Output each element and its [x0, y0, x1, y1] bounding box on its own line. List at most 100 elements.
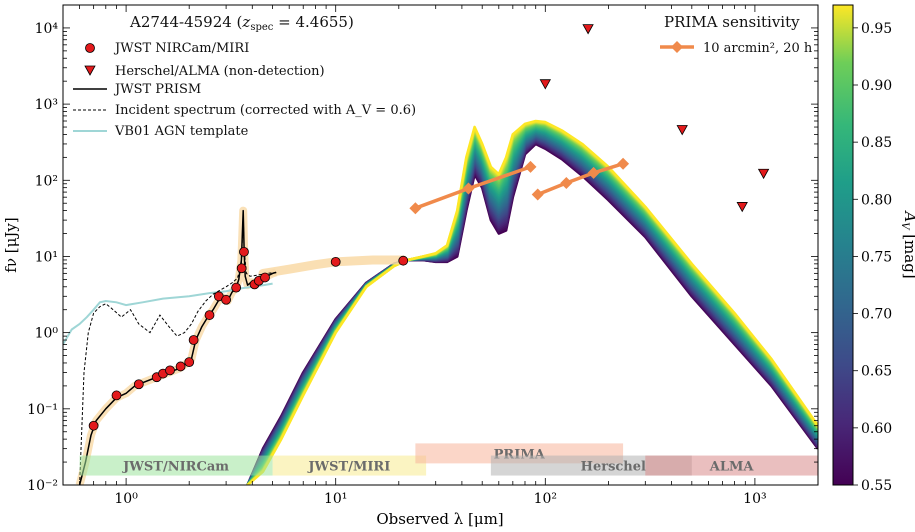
model-curve	[246, 123, 818, 485]
y-tick-label: 10⁰	[35, 326, 59, 342]
colorbar-tick-label: 0.55	[861, 478, 892, 494]
legend-upper-limit-marker	[84, 65, 96, 76]
prima-point	[462, 182, 475, 195]
prima-point	[524, 160, 537, 173]
x-tick-label: 10²	[534, 491, 557, 507]
legend-title: A2744-45924 (zspec = 4.4655)	[129, 13, 354, 33]
photometry-point	[188, 335, 199, 345]
axis-ticks: 10⁰ 10¹ 10² 10³ 10⁻² 10⁻¹ 10⁰ 10¹ 10² 10³ 10⁴	[27, 4, 819, 507]
prima-legend-label: 10 arcmin², 20 h	[703, 41, 813, 56]
legend-entry-prism: JWST PRISM	[113, 82, 201, 97]
photometry-point	[398, 255, 409, 266]
prima-line-2	[537, 162, 624, 197]
band-alma	[645, 455, 818, 476]
colorbar-tick-label: 0.60	[861, 421, 892, 437]
model-curve	[246, 123, 818, 485]
colorbar-tick-label: 0.70	[861, 307, 892, 323]
photometry-point	[111, 390, 122, 401]
photometry-point	[184, 357, 195, 368]
photometry-point	[204, 310, 215, 320]
legend-entry-incident: Incident spectrum (corrected with A_V = …	[115, 103, 416, 118]
upper-limit-point	[539, 79, 551, 90]
band-label-jwst-miri: JWST/MIRI	[307, 460, 390, 475]
prima-legend-diamond	[671, 41, 683, 53]
y-tick-label: 10³	[35, 97, 58, 113]
y-tick-label: 10⁻²	[27, 478, 58, 494]
photometry-point	[260, 272, 270, 283]
model-curve	[246, 124, 818, 485]
prima-point	[617, 157, 630, 170]
band-herschel	[490, 455, 692, 476]
colorbar-tick-label: 0.65	[861, 364, 892, 380]
model-curve	[246, 119, 818, 485]
model-curve	[246, 121, 818, 485]
prima-point	[560, 177, 573, 190]
model-curve	[246, 122, 818, 485]
photometry-point	[231, 282, 242, 293]
photometry-point	[330, 256, 341, 267]
model-curve	[246, 130, 818, 485]
photometry-point	[221, 294, 232, 305]
model-sed-curves	[246, 119, 818, 485]
photometry-point	[236, 263, 247, 274]
model-curve	[246, 125, 818, 485]
model-curve	[246, 121, 818, 485]
model-curve	[246, 125, 818, 485]
legend-title-spec: spec	[250, 22, 273, 33]
model-curve	[246, 126, 818, 485]
legend-entry-agn: VB01 AGN template	[114, 124, 249, 139]
legend-title-z: z	[241, 13, 250, 31]
bridge-band	[258, 255, 408, 278]
photometry-point	[165, 365, 175, 376]
y-tick-label: 10⁻¹	[27, 402, 58, 418]
x-tick-label: 10¹	[324, 491, 347, 507]
prima-sensitivity	[409, 157, 630, 215]
upper-limit-point	[582, 24, 594, 35]
x-tick-label: 10⁰	[114, 491, 138, 507]
y-tick-label: 10¹	[35, 249, 58, 265]
legend-title-name: A2744-45924 (	[129, 13, 242, 31]
model-curve	[246, 129, 818, 485]
colorbar-tick-label: 0.85	[861, 135, 892, 151]
bridge-band-line	[258, 255, 408, 278]
photometry-point	[239, 246, 249, 257]
model-curve	[246, 120, 818, 485]
colorbar-label-a: A	[901, 209, 915, 222]
upper-limit-point	[736, 202, 748, 213]
legend-entry-upper-limits: Herschel/ALMA (non-detection)	[115, 64, 325, 79]
band-label-jwst-nircam: JWST/NIRCam	[122, 460, 229, 475]
prima-legend: PRIMA sensitivity 10 arcmin², 20 h	[660, 13, 813, 56]
y-axis-title: fν [μJy]	[2, 217, 20, 272]
plot-frame	[62, 4, 819, 486]
photometry-point	[133, 379, 144, 390]
colorbar-tick-label: 0.80	[861, 192, 892, 208]
prima-point	[409, 202, 422, 215]
colorbar-gradient	[832, 4, 854, 486]
colorbar-tick-label: 0.90	[861, 78, 892, 94]
legend-entry-photometry: JWST NIRCam/MIRI	[113, 41, 249, 56]
upper-limit-point	[676, 125, 688, 136]
x-tick-label: 10³	[743, 491, 766, 507]
model-curve	[246, 126, 818, 485]
model-curve	[246, 128, 818, 485]
photometry-point	[175, 361, 186, 372]
colorbar: 0.55 0.60 0.65 0.70 0.75 0.80 0.85 0.90 0.95 AV …	[832, 4, 915, 494]
legend: A2744-45924 (zspec = 4.4655) JWST NIRCam…	[73, 13, 416, 139]
y-tick-label: 10²	[35, 173, 58, 189]
band-label-herschel: Herschel	[581, 460, 646, 475]
x-axis-title: Observed λ [μm]	[376, 510, 503, 528]
band-label-alma: ALMA	[709, 460, 755, 475]
colorbar-ticks: 0.55 0.60 0.65 0.70 0.75 0.80 0.85 0.90 0.95	[853, 21, 892, 494]
prima-point	[531, 188, 544, 201]
band-jwst-miri	[272, 455, 427, 476]
photometry-markers	[88, 24, 770, 431]
model-curve	[246, 130, 818, 485]
legend-title-value: = 4.4655)	[273, 13, 353, 31]
colorbar-tick-label: 0.95	[861, 21, 892, 37]
photometry-point	[88, 420, 99, 431]
prima-legend-title: PRIMA sensitivity	[664, 13, 800, 31]
upper-limit-point	[757, 168, 770, 180]
colorbar-label: AV [mag]	[899, 209, 915, 278]
